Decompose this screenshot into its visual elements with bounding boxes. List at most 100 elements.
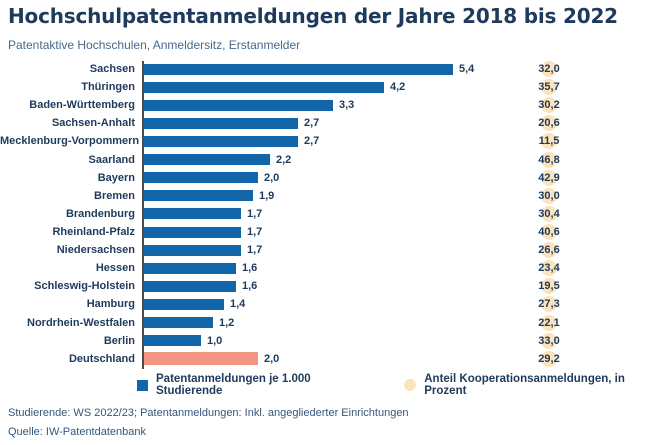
bar-value-label: 2,0 (264, 352, 280, 365)
bar-zone: 5,4 (144, 63, 474, 75)
chart-row: Rheinland-Pfalz 1,7 40,6 (0, 223, 668, 241)
bar (144, 244, 241, 256)
cooperation-share-badge: 30,4 (530, 205, 568, 223)
chart-legend: Patentanmeldungen je 1.000 Studierende A… (137, 373, 668, 397)
bar-zone: 2,7 (144, 117, 319, 129)
bar-value-label: 3,3 (339, 99, 355, 112)
bar (144, 154, 270, 166)
chart-row: Bayern 2,0 42,9 (0, 169, 668, 187)
bar-zone: 2,7 (144, 135, 319, 147)
cooperation-share-badge: 40,6 (530, 223, 568, 241)
bar (144, 172, 258, 184)
bar-zone: 2,2 (144, 154, 291, 166)
category-label: Hessen (95, 262, 135, 275)
bar-value-label: 2,7 (304, 117, 320, 130)
bar (144, 280, 236, 292)
bar-zone: 2,0 (144, 352, 280, 366)
chart-row: Baden-Württemberg 3,3 30,2 (0, 96, 668, 114)
legend-bar-swatch-icon (137, 379, 148, 391)
bar-zone: 1,2 (144, 317, 234, 329)
chart-subtitle: Patentaktive Hochschulen, Anmeldersitz, … (8, 38, 301, 52)
cooperation-share-badge: 35,7 (530, 78, 568, 96)
bar (144, 190, 253, 202)
bar-value-label: 1,9 (259, 189, 275, 202)
category-label: Bremen (94, 189, 135, 202)
bar-value-label: 1,7 (247, 226, 263, 239)
chart-row: Hessen 1,6 23,4 (0, 259, 668, 277)
legend-circle-label: Anteil Kooperationsanmeldungen, in Proze… (424, 373, 625, 397)
bar-value-label: 2,2 (276, 153, 292, 166)
bar-zone: 1,6 (144, 280, 257, 292)
cooperation-share-badge: 19,5 (530, 277, 568, 295)
chart-row: Mecklenburg-Vorpommern 2,7 11,5 (0, 132, 668, 150)
category-label: Hamburg (86, 298, 135, 311)
bar-zone: 3,3 (144, 99, 354, 111)
bar-value-label: 2,7 (304, 135, 320, 148)
bar-value-label: 1,2 (219, 316, 235, 329)
bar (144, 135, 298, 147)
bar-value-label: 4,2 (390, 81, 406, 94)
chart-rows: Sachsen 5,4 32,0 Thüringen 4,2 35,7 Bade… (0, 60, 668, 368)
cooperation-share-badge: 26,6 (530, 241, 568, 259)
bar-value-label: 5,4 (459, 63, 475, 76)
chart-row: Deutschland 2,0 29,2 (0, 350, 668, 368)
cooperation-share-badge: 32,0 (530, 60, 568, 78)
chart-row: Nordrhein-Westfalen 1,2 22,1 (0, 314, 668, 332)
legend-circle-swatch-icon (404, 379, 417, 391)
category-label: Deutschland (68, 352, 135, 365)
source-note: Quelle: IW-Patentdatenbank (8, 426, 146, 438)
cooperation-share-badge: 46,8 (530, 151, 568, 169)
bar-zone: 1,0 (144, 335, 222, 347)
chart-row: Schleswig-Holstein 1,6 19,5 (0, 277, 668, 295)
chart-row: Niedersachsen 1,7 26,6 (0, 241, 668, 259)
bar (144, 298, 224, 310)
bar (144, 81, 384, 93)
bar-zone: 1,4 (144, 298, 245, 310)
bar-zone: 1,7 (144, 244, 262, 256)
category-label: Sachsen (89, 63, 135, 76)
chart-row: Sachsen 5,4 32,0 (0, 60, 668, 78)
category-label: Saarland (88, 153, 135, 166)
category-label: Thüringen (81, 81, 135, 94)
cooperation-share-badge: 23,4 (530, 259, 568, 277)
category-label: Nordrhein-Westfalen (27, 316, 135, 329)
chart-row: Thüringen 4,2 35,7 (0, 78, 668, 96)
category-label: Schleswig-Holstein (34, 280, 135, 293)
bar-chart: Sachsen 5,4 32,0 Thüringen 4,2 35,7 Bade… (0, 60, 668, 370)
chart-row: Berlin 1,0 33,0 (0, 332, 668, 350)
cooperation-share-badge: 22,1 (530, 314, 568, 332)
axis-baseline (142, 61, 144, 369)
bar-zone: 1,6 (144, 262, 257, 274)
bar (144, 262, 236, 274)
bar-zone: 1,7 (144, 226, 262, 238)
chart-row: Sachsen-Anhalt 2,7 20,6 (0, 114, 668, 132)
cooperation-share-badge: 33,0 (530, 332, 568, 350)
bar-value-label: 1,4 (230, 298, 246, 311)
cooperation-share-badge: 30,2 (530, 96, 568, 114)
bar (144, 317, 213, 329)
bar (144, 63, 453, 75)
cooperation-share-badge: 29,2 (530, 350, 568, 368)
bar (144, 352, 258, 366)
bar-zone: 1,7 (144, 208, 262, 220)
bar-value-label: 1,0 (207, 334, 223, 347)
bar-zone: 1,9 (144, 190, 274, 202)
cooperation-share-badge: 30,0 (530, 187, 568, 205)
bar-value-label: 1,7 (247, 207, 263, 220)
category-label: Niedersachsen (56, 244, 135, 257)
chart-row: Hamburg 1,4 27,3 (0, 295, 668, 313)
footnote: Studierende: WS 2022/23; Patentanmeldung… (8, 407, 409, 419)
bar (144, 117, 298, 129)
category-label: Baden-Württemberg (29, 99, 135, 112)
chart-row: Saarland 2,2 46,8 (0, 151, 668, 169)
bar (144, 208, 241, 220)
bar (144, 335, 201, 347)
legend-bar-label: Patentanmeldungen je 1.000 Studierende (156, 373, 311, 397)
chart-row: Brandenburg 1,7 30,4 (0, 205, 668, 223)
category-label: Bayern (97, 171, 135, 184)
cooperation-share-badge: 27,3 (530, 295, 568, 313)
chart-row: Bremen 1,9 30,0 (0, 187, 668, 205)
category-label: Sachsen-Anhalt (51, 117, 135, 130)
bar-value-label: 1,6 (242, 280, 258, 293)
